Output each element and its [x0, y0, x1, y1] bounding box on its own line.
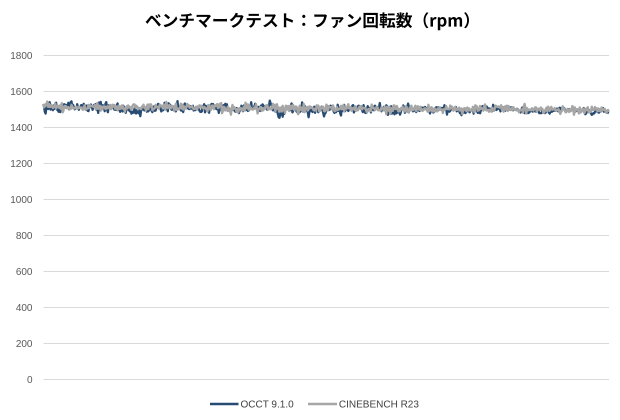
svg-text:1800: 1800 [10, 51, 33, 62]
svg-text:400: 400 [16, 303, 33, 314]
svg-text:CINEBENCH R23: CINEBENCH R23 [339, 399, 419, 410]
svg-text:600: 600 [16, 267, 33, 278]
svg-text:200: 200 [16, 339, 33, 350]
svg-text:0: 0 [27, 375, 33, 386]
svg-text:1000: 1000 [10, 195, 33, 206]
svg-text:1200: 1200 [10, 159, 33, 170]
svg-text:800: 800 [16, 231, 33, 242]
svg-text:1600: 1600 [10, 87, 33, 98]
svg-text:1400: 1400 [10, 123, 33, 134]
svg-text:OCCT 9.1.0: OCCT 9.1.0 [241, 399, 295, 410]
